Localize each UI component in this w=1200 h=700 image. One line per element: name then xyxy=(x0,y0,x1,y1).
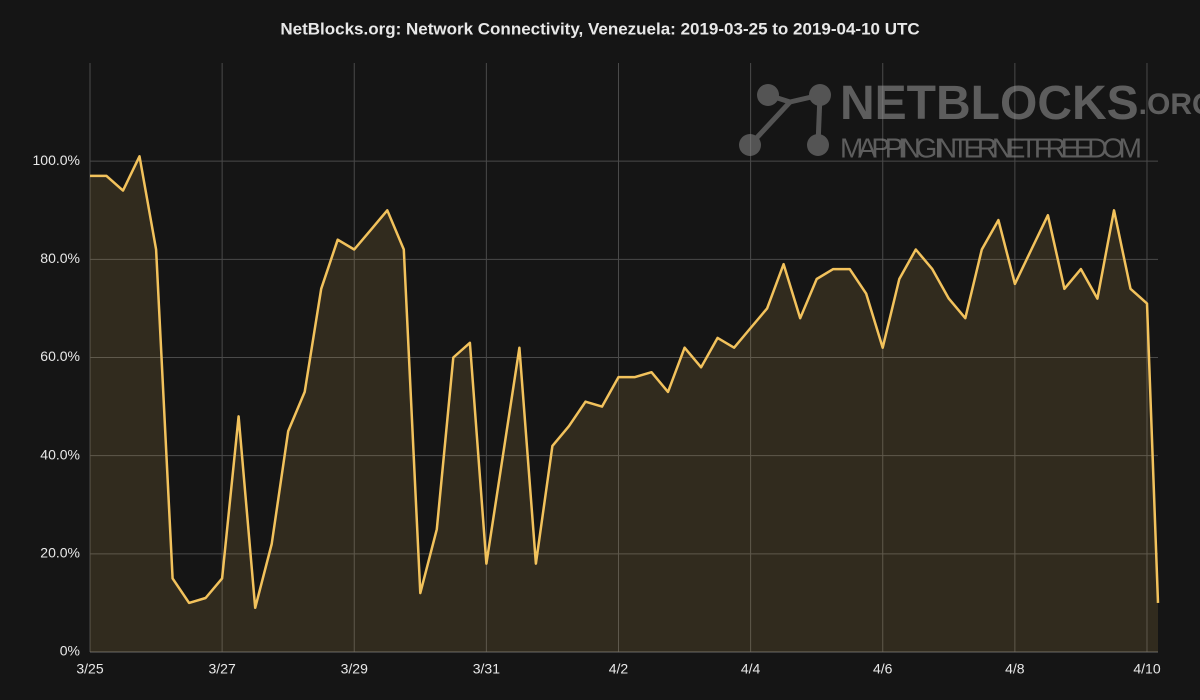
watermark-brand-text: NETBLOCKS xyxy=(840,77,1139,130)
x-tick-label: 3/25 xyxy=(76,661,103,677)
x-tick-label: 3/29 xyxy=(341,661,368,677)
y-tick-label: 60.0% xyxy=(40,348,80,364)
y-tick-label: 20.0% xyxy=(40,545,80,561)
y-tick-label: 100.0% xyxy=(33,152,80,168)
y-tick-label: 0% xyxy=(60,643,80,659)
watermark-suffix: .ORG xyxy=(1139,88,1200,121)
line xyxy=(90,155,1160,610)
x-tick-label: 3/27 xyxy=(208,661,235,677)
logo-icon xyxy=(739,84,831,156)
x-tick-label: 4/4 xyxy=(741,661,761,677)
watermark: NETBLOCKS.ORG MAPPING INTERNET FREEDOM xyxy=(739,77,1200,163)
x-tick-label: 4/10 xyxy=(1133,661,1160,677)
x-tick-label: 4/6 xyxy=(873,661,893,677)
x-tick-label: 4/2 xyxy=(609,661,629,677)
watermark-brand: NETBLOCKS.ORG xyxy=(840,77,1200,130)
x-tick-label: 4/8 xyxy=(1005,661,1025,677)
x-tick-label: 3/31 xyxy=(473,661,500,677)
y-tick-label: 40.0% xyxy=(40,446,80,462)
y-tick-label: 80.0% xyxy=(40,250,80,266)
chart-title: NetBlocks.org: Network Connectivity, Ven… xyxy=(280,19,919,38)
watermark-tagline: MAPPING INTERNET FREEDOM xyxy=(840,132,1142,163)
area-fill xyxy=(90,156,1158,653)
